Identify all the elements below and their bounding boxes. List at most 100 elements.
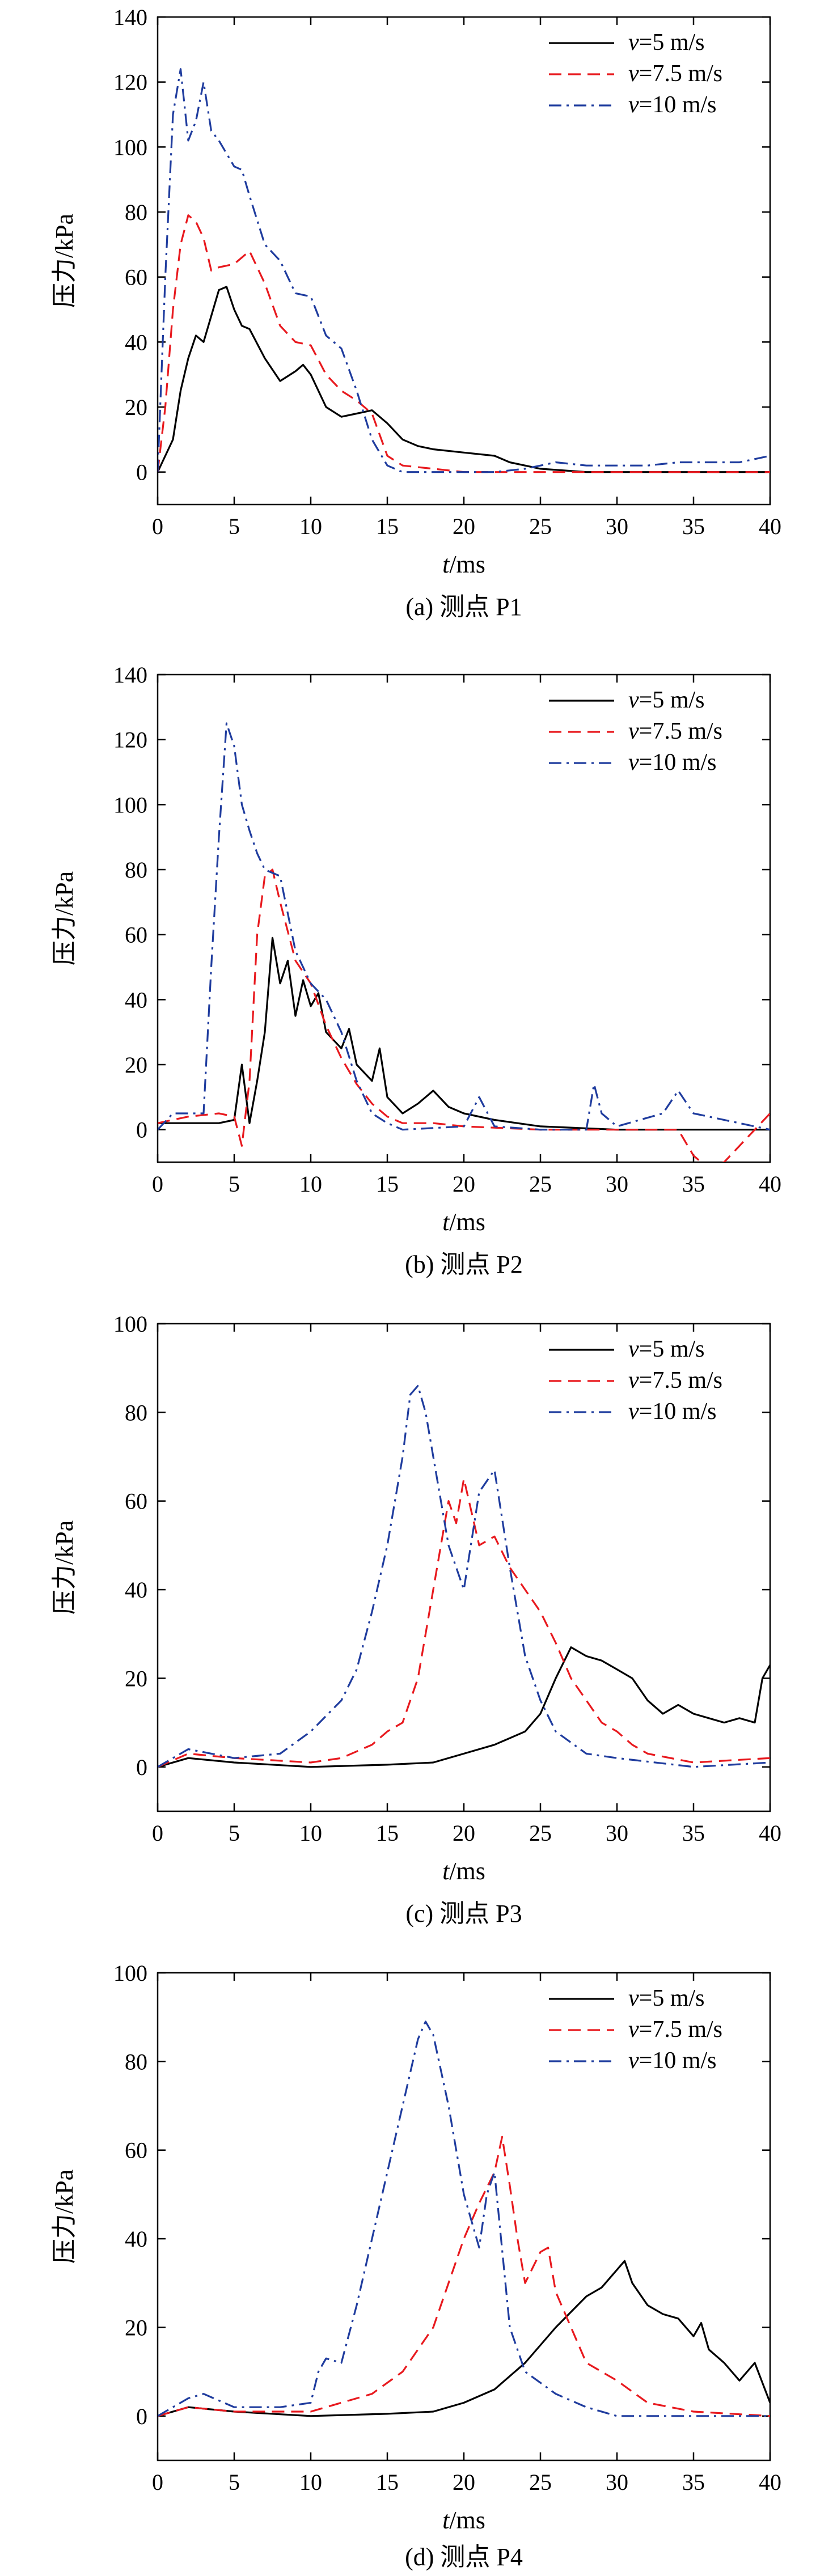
chart-panel-2: 0 5 10 15 20 25 30 35 40 0 20 40 60 80 100 120 140 压力/kPa… — [50, 662, 781, 1278]
y-tick-label: 80 — [125, 2049, 147, 2074]
x-tick-label: 25 — [529, 1820, 552, 1846]
legend-label-3: v=10 m/s — [628, 2048, 717, 2074]
y-tick-label: 20 — [125, 2315, 147, 2340]
series-line-3 — [158, 68, 770, 473]
series-line-2 — [158, 1478, 770, 1768]
x-tick-label: 0 — [152, 514, 163, 539]
x-tick-label: 0 — [152, 1171, 163, 1197]
y-axis-label: 压力/kPa — [50, 871, 78, 965]
legend-label-1: v=5 m/s — [628, 29, 705, 56]
x-tick-label: 30 — [606, 1820, 628, 1846]
y-tick-label: 0 — [136, 460, 147, 485]
y-tick-label: 100 — [113, 1960, 147, 1986]
panel-caption: (b) 测点 P2 — [405, 1251, 523, 1278]
x-tick-label: 35 — [682, 1171, 705, 1197]
x-tick-label: 5 — [229, 2469, 240, 2495]
legend-label-3: v=10 m/s — [628, 749, 717, 776]
x-tick-label: 5 — [229, 1820, 240, 1846]
x-tick-label: 20 — [453, 1820, 475, 1846]
x-tick-label: 20 — [453, 2469, 475, 2495]
x-tick-label: 20 — [453, 514, 475, 539]
y-tick-label: 80 — [125, 1400, 147, 1425]
plot-frame — [157, 1323, 771, 1812]
x-tick-label: 30 — [606, 2469, 628, 2495]
panel-caption: (c) 测点 P3 — [405, 1900, 522, 1927]
legend-label-3: v=10 m/s — [628, 92, 717, 118]
y-axis-label: 压力/kPa — [50, 2170, 78, 2264]
x-axis-label: t/ms — [442, 550, 485, 578]
x-tick-label: 10 — [299, 514, 322, 539]
series-line-1 — [158, 1646, 770, 1768]
series-line-3 — [158, 2020, 770, 2417]
series-line-1 — [158, 286, 770, 473]
y-tick-label: 20 — [125, 1052, 147, 1078]
panel-caption: (a) 测点 P1 — [405, 593, 522, 621]
y-tick-label: 100 — [113, 134, 147, 160]
series-line-2 — [158, 214, 770, 473]
x-axis-label: t/ms — [442, 2506, 485, 2534]
series-line-1 — [158, 937, 770, 1131]
x-tick-label: 25 — [529, 2469, 552, 2495]
y-tick-label: 20 — [125, 395, 147, 420]
legend-label-1: v=5 m/s — [628, 1336, 705, 1362]
x-tick-label: 15 — [376, 1171, 399, 1197]
chart-panel-3: 0 5 10 15 20 25 30 35 40 0 20 40 60 80 100 压力/kPa t/ms (c… — [50, 1311, 781, 1927]
series-line-2 — [158, 2136, 770, 2417]
x-tick-label: 15 — [376, 2469, 399, 2495]
x-tick-label: 40 — [759, 2469, 781, 2495]
y-tick-label: 100 — [113, 792, 147, 817]
y-tick-label: 0 — [136, 2404, 147, 2429]
plot-frame — [157, 1972, 771, 2461]
series-line-1 — [158, 2260, 770, 2417]
y-tick-label: 0 — [136, 1755, 147, 1780]
y-tick-label: 40 — [125, 1577, 147, 1603]
y-tick-label: 100 — [113, 1311, 147, 1337]
x-axis-label: t/ms — [442, 1208, 485, 1236]
x-tick-label: 15 — [376, 514, 399, 539]
y-tick-label: 120 — [113, 70, 147, 95]
y-tick-label: 40 — [125, 329, 147, 355]
legend-label-2: v=7.5 m/s — [628, 2016, 722, 2043]
x-tick-label: 15 — [376, 1820, 399, 1846]
y-tick-label: 120 — [113, 727, 147, 753]
x-tick-label: 5 — [229, 514, 240, 539]
y-axis-label: 压力/kPa — [50, 214, 78, 308]
x-tick-label: 25 — [529, 514, 552, 539]
chart-panel-4: 0 5 10 15 20 25 30 35 40 0 20 40 60 80 100 压力/kPa t/ms (d… — [50, 1960, 781, 2571]
x-tick-label: 40 — [759, 1820, 781, 1846]
y-tick-label: 60 — [125, 265, 147, 290]
plot-frame — [157, 673, 771, 1163]
series-line-3 — [158, 1384, 770, 1768]
y-tick-label: 60 — [125, 1489, 147, 1514]
x-tick-label: 35 — [682, 514, 705, 539]
y-axis-label: 压力/kPa — [50, 1520, 78, 1615]
x-tick-label: 5 — [229, 1171, 240, 1197]
series-line-3 — [158, 722, 770, 1131]
legend-label-2: v=7.5 m/s — [628, 718, 722, 744]
legend-label-3: v=10 m/s — [628, 1399, 717, 1425]
x-tick-label: 35 — [682, 2469, 705, 2495]
y-tick-label: 140 — [113, 5, 147, 30]
x-tick-label: 0 — [152, 1820, 163, 1846]
chart-panel-1: 0 5 10 15 20 25 30 35 40 0 20 40 60 80 100 120 140 压力/kPa… — [50, 5, 781, 621]
legend-label-2: v=7.5 m/s — [628, 1367, 722, 1393]
x-tick-label: 30 — [606, 1171, 628, 1197]
x-tick-label: 35 — [682, 1820, 705, 1846]
y-tick-label: 80 — [125, 200, 147, 225]
legend-label-2: v=7.5 m/s — [628, 61, 722, 87]
x-tick-label: 30 — [606, 514, 628, 539]
x-tick-label: 0 — [152, 2469, 163, 2495]
x-tick-label: 25 — [529, 1171, 552, 1197]
x-tick-label: 10 — [299, 1171, 322, 1197]
x-tick-label: 10 — [299, 1820, 322, 1846]
y-tick-label: 40 — [125, 987, 147, 1012]
x-tick-label: 40 — [759, 514, 781, 539]
y-tick-label: 140 — [113, 662, 147, 688]
x-tick-label: 20 — [453, 1171, 475, 1197]
y-tick-label: 40 — [125, 2226, 147, 2252]
y-tick-label: 0 — [136, 1117, 147, 1143]
x-tick-label: 10 — [299, 2469, 322, 2495]
y-tick-label: 80 — [125, 857, 147, 883]
